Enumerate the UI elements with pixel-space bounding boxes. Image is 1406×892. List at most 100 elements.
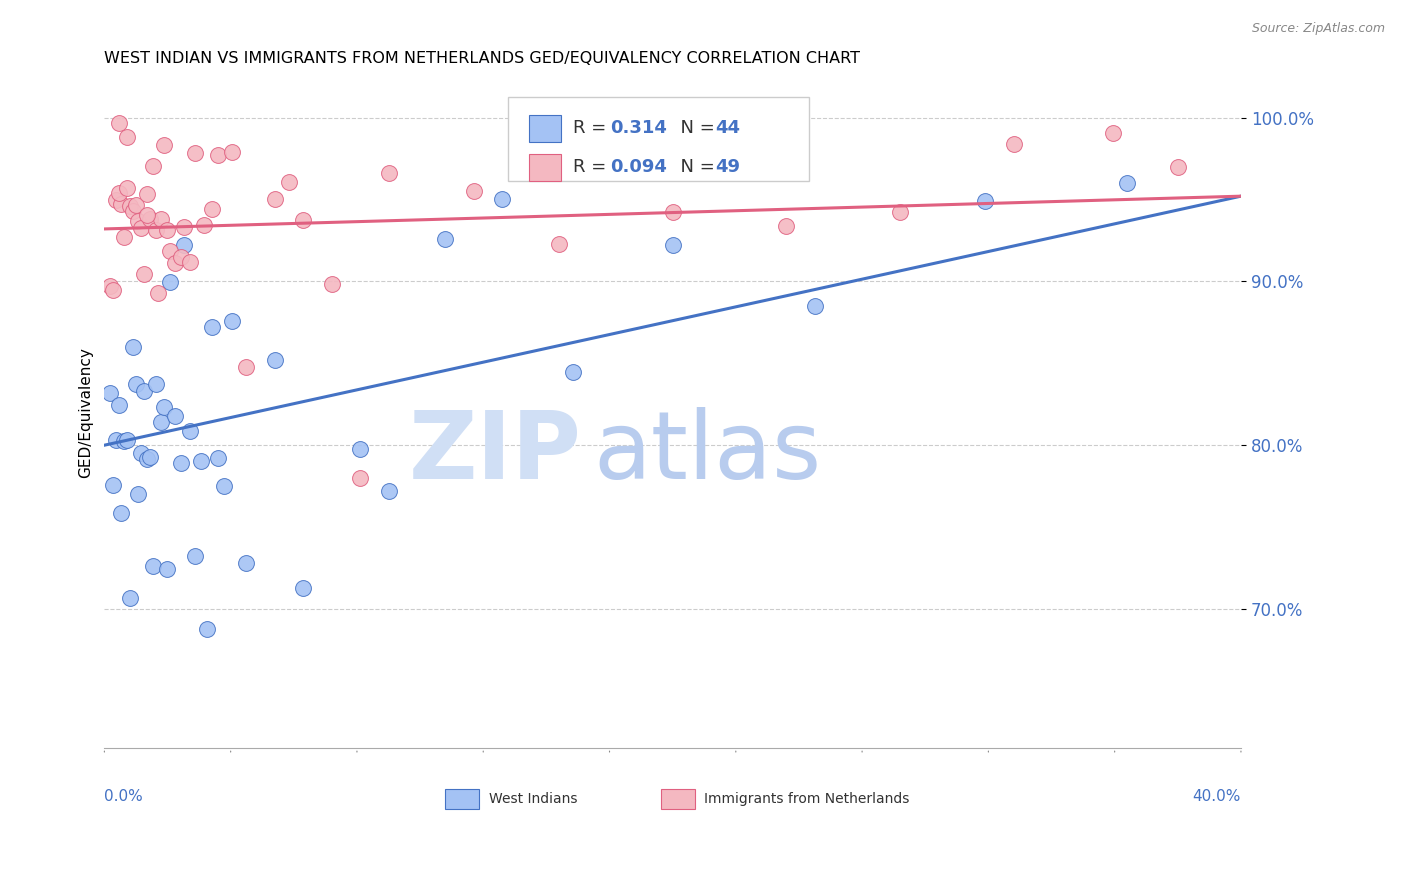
Point	[434, 232, 457, 246]
Point	[179, 255, 201, 269]
Point	[112, 230, 135, 244]
Point	[124, 377, 146, 392]
Point	[803, 299, 825, 313]
Point	[1102, 126, 1125, 140]
Point	[173, 238, 195, 252]
Point	[1002, 137, 1025, 152]
Point	[107, 186, 129, 200]
Text: Source: ZipAtlas.com: Source: ZipAtlas.com	[1251, 22, 1385, 36]
Point	[170, 456, 193, 470]
Point	[150, 211, 173, 226]
Point	[235, 556, 257, 570]
Point	[184, 549, 207, 563]
Point	[201, 202, 224, 217]
Point	[165, 409, 187, 423]
Point	[148, 285, 170, 300]
Point	[150, 415, 173, 429]
Text: N =: N =	[669, 120, 721, 137]
Point	[121, 340, 143, 354]
Point	[156, 223, 179, 237]
FancyBboxPatch shape	[446, 789, 479, 809]
Text: ZIP: ZIP	[409, 407, 582, 499]
Point	[170, 250, 193, 264]
Point	[115, 180, 138, 194]
Point	[118, 591, 141, 605]
Point	[145, 223, 167, 237]
Point	[131, 220, 153, 235]
Text: 0.094: 0.094	[610, 158, 666, 177]
Point	[110, 197, 132, 211]
Text: 0.314: 0.314	[610, 120, 666, 137]
Point	[278, 175, 301, 189]
Point	[377, 484, 399, 499]
Point	[153, 401, 176, 415]
Text: West Indians: West Indians	[488, 792, 576, 805]
Point	[136, 209, 159, 223]
Point	[193, 219, 215, 233]
Point	[104, 433, 127, 447]
Text: R =: R =	[572, 158, 612, 177]
Point	[349, 442, 371, 456]
Point	[463, 185, 485, 199]
Point	[110, 506, 132, 520]
Text: 0.0%: 0.0%	[104, 789, 143, 804]
Point	[98, 385, 121, 400]
Point	[212, 479, 235, 493]
FancyBboxPatch shape	[661, 789, 696, 809]
Point	[491, 192, 513, 206]
FancyBboxPatch shape	[530, 153, 561, 181]
Y-axis label: GED/Equivalency: GED/Equivalency	[79, 347, 93, 478]
Point	[101, 478, 124, 492]
Point	[207, 450, 229, 465]
Point	[127, 213, 149, 227]
Point	[165, 256, 187, 270]
Point	[173, 219, 195, 234]
Point	[235, 359, 257, 374]
Point	[134, 384, 156, 398]
Point	[292, 581, 315, 595]
Point	[1167, 160, 1189, 174]
Point	[104, 193, 127, 207]
Point	[139, 450, 162, 464]
Point	[1116, 176, 1139, 190]
Point	[661, 205, 683, 219]
Point	[156, 562, 179, 576]
Point	[548, 237, 571, 252]
Point	[142, 159, 165, 173]
Point	[179, 424, 201, 438]
Point	[145, 377, 167, 392]
Point	[115, 434, 138, 448]
Text: Immigrants from Netherlands: Immigrants from Netherlands	[704, 792, 910, 805]
Point	[190, 453, 212, 467]
Text: atlas: atlas	[593, 407, 821, 499]
FancyBboxPatch shape	[508, 96, 808, 181]
Point	[184, 145, 207, 160]
FancyBboxPatch shape	[530, 115, 561, 142]
Point	[377, 166, 399, 180]
Point	[127, 487, 149, 501]
Point	[115, 130, 138, 145]
Point	[349, 471, 371, 485]
Point	[124, 198, 146, 212]
Point	[263, 352, 285, 367]
Point	[775, 219, 797, 234]
Point	[195, 622, 218, 636]
Point	[134, 267, 156, 281]
Point	[136, 187, 159, 202]
Point	[207, 147, 229, 161]
Text: WEST INDIAN VS IMMIGRANTS FROM NETHERLANDS GED/EQUIVALENCY CORRELATION CHART: WEST INDIAN VS IMMIGRANTS FROM NETHERLAN…	[104, 51, 860, 66]
Point	[292, 212, 315, 227]
Point	[131, 445, 153, 459]
Point	[159, 244, 181, 258]
Point	[107, 116, 129, 130]
Point	[118, 198, 141, 212]
Point	[661, 238, 683, 252]
Point	[101, 283, 124, 297]
Point	[98, 278, 121, 293]
Point	[139, 211, 162, 226]
Point	[107, 398, 129, 412]
Point	[159, 275, 181, 289]
Point	[562, 365, 585, 379]
Point	[889, 205, 911, 219]
Point	[136, 452, 159, 467]
